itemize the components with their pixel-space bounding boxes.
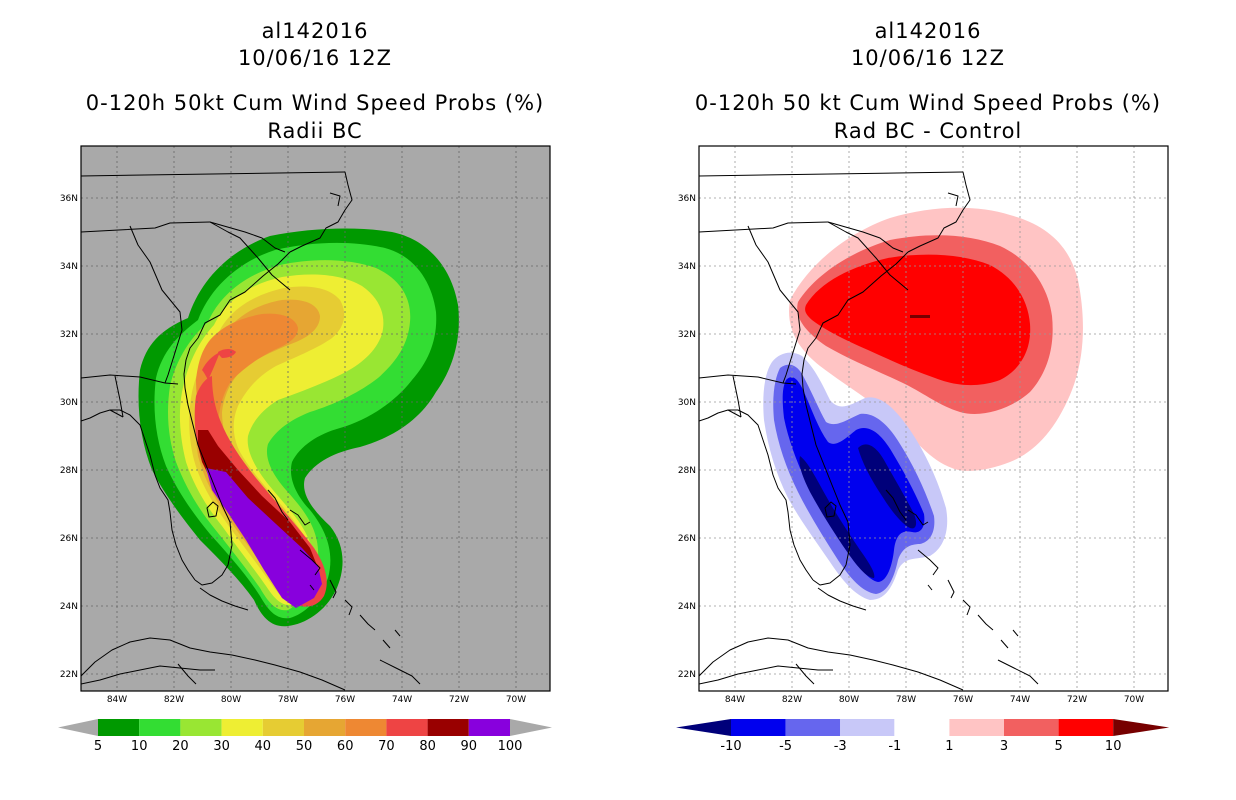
right-product-title: 0-120h 50 kt Cum Wind Speed Probs (%): [694, 91, 1162, 115]
colorbar-swatch: [345, 719, 387, 736]
left-lon-labels: 84W 82W 80W 78W 76W 74W 72W 70W: [107, 695, 526, 705]
lat-tick-label: 34N: [678, 262, 696, 272]
left-subtitle: Radii BC: [267, 119, 363, 143]
lon-tick-label: 82W: [164, 695, 184, 705]
right-subtitle: Rad BC - Control: [833, 119, 1023, 143]
right-colorbar: -10 -5 -3 -1 1 3 5 10: [676, 718, 1170, 754]
colorbar-high-arrow: [510, 719, 552, 736]
lat-tick-label: 22N: [678, 670, 696, 680]
right-difference-contours: [763, 207, 1083, 600]
lon-tick-label: 74W: [392, 695, 412, 705]
right-datetime: 10/06/16 12Z: [850, 46, 1006, 70]
lon-tick-label: 72W: [1067, 695, 1087, 705]
colorbar-label: 70: [378, 739, 395, 754]
left-storm-id: al142016: [261, 19, 369, 43]
lon-tick-label: 80W: [221, 695, 241, 705]
left-probability-contours: [138, 228, 459, 627]
colorbar-swatch: [180, 719, 222, 736]
left-product-title: 0-120h 50kt Cum Wind Speed Probs (%): [85, 91, 545, 115]
colorbar-swatch: [139, 719, 181, 736]
lat-tick-label: 34N: [60, 262, 78, 272]
colorbar-swatch: [785, 719, 841, 736]
right-gridlines: [699, 146, 1168, 691]
colorbar-label: 5: [1054, 739, 1062, 754]
lat-tick-label: 36N: [60, 194, 78, 204]
lat-tick-label: 24N: [60, 602, 78, 612]
lat-tick-label: 30N: [678, 398, 696, 408]
colorbar-label: 60: [337, 739, 354, 754]
colorbar-label: 90: [461, 739, 478, 754]
colorbar-label: 80: [419, 739, 436, 754]
lon-tick-label: 80W: [839, 695, 859, 705]
colorbar-swatch: [262, 719, 304, 736]
left-gridlines: [81, 146, 550, 691]
lon-tick-label: 78W: [278, 695, 298, 705]
colorbar-label: 40: [255, 739, 272, 754]
lat-tick-label: 32N: [678, 330, 696, 340]
colorbar-label: 10: [131, 739, 148, 754]
colorbar-swatch: [949, 719, 1004, 736]
lon-tick-label: 78W: [896, 695, 916, 705]
colorbar-label: 50: [296, 739, 313, 754]
colorbar-swatch: [304, 719, 346, 736]
left-map: [80, 145, 551, 692]
colorbar-label: 3: [1000, 739, 1008, 754]
colorbar-swatch: [840, 719, 895, 736]
colorbar-label: 5: [94, 739, 102, 754]
lon-tick-label: 72W: [449, 695, 469, 705]
lat-tick-label: 26N: [678, 534, 696, 544]
lon-tick-label: 84W: [107, 695, 127, 705]
lat-tick-label: 22N: [60, 670, 78, 680]
colorbar-swatch: [427, 719, 469, 736]
lon-tick-label: 70W: [1124, 695, 1144, 705]
colorbar-swatch: [386, 719, 428, 736]
lon-tick-label: 84W: [725, 695, 745, 705]
lon-tick-label: 76W: [335, 695, 355, 705]
colorbar-swatch: [468, 719, 510, 736]
colorbar-swatch: [894, 718, 950, 737]
colorbar-label: 1: [945, 739, 953, 754]
colorbar-high-arrow: [1113, 719, 1170, 736]
colorbar-label: 20: [172, 739, 189, 754]
lat-tick-label: 30N: [60, 398, 78, 408]
right-storm-id: al142016: [874, 19, 982, 43]
lat-tick-label: 32N: [60, 330, 78, 340]
colorbar-swatch: [1004, 719, 1059, 736]
right-lon-labels: 84W 82W 80W 78W 76W 74W 72W 70W: [725, 695, 1144, 705]
lon-tick-label: 74W: [1010, 695, 1030, 705]
colorbar-label: -1: [888, 739, 901, 754]
colorbar-swatch: [1058, 719, 1114, 736]
left-colorbar: 5 10 20 30 40 50 60 70 80 90 100: [58, 719, 552, 754]
colorbar-label: 10: [1105, 739, 1122, 754]
colorbar-swatch: [98, 719, 140, 736]
colorbar-label: -3: [834, 739, 847, 754]
colorbar-label: -10: [720, 739, 741, 754]
lat-tick-label: 28N: [678, 466, 696, 476]
colorbar-swatch: [221, 719, 263, 736]
right-lat-labels: 36N 34N 32N 30N 28N 26N 24N 22N: [678, 194, 696, 680]
lat-tick-label: 24N: [678, 602, 696, 612]
colorbar-low-arrow: [676, 719, 731, 736]
left-lat-labels: 36N 34N 32N 30N 28N 26N 24N 22N: [60, 194, 78, 680]
lon-tick-label: 76W: [953, 695, 973, 705]
left-map-frame: [80, 145, 551, 692]
colorbar-label: -5: [779, 739, 792, 754]
lat-tick-label: 26N: [60, 534, 78, 544]
lon-tick-label: 70W: [506, 695, 526, 705]
colorbar-swatch: [731, 719, 786, 736]
lon-tick-label: 82W: [782, 695, 802, 705]
right-map: [698, 145, 1169, 692]
colorbar-low-arrow: [58, 719, 98, 736]
right-map-frame: [698, 145, 1169, 692]
lat-tick-label: 28N: [60, 466, 78, 476]
colorbar-label: 100: [498, 739, 523, 754]
lat-tick-label: 36N: [678, 194, 696, 204]
colorbar-label: 30: [213, 739, 230, 754]
left-datetime: 10/06/16 12Z: [237, 46, 393, 70]
